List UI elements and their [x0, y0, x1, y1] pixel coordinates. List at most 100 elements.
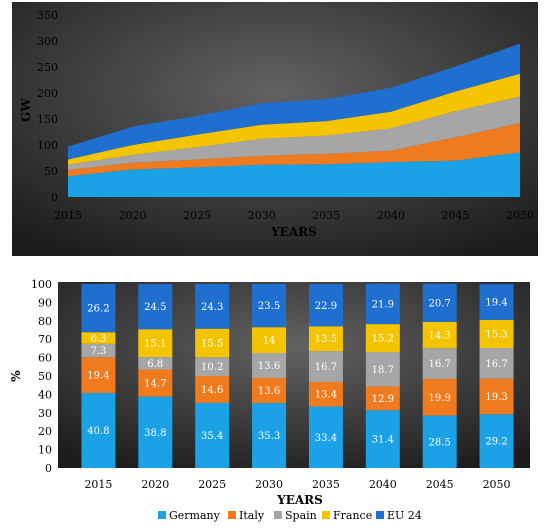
- area-series-italy: [68, 123, 520, 177]
- bar-x-tick-label: 2050: [483, 478, 511, 491]
- bar-data-label: 16.7: [429, 359, 451, 370]
- bar-segment-france: [195, 328, 230, 358]
- area-series-eu-24: [68, 43, 520, 160]
- bar-y-tick-label: 90: [38, 296, 52, 309]
- bar-segment-eu-24: [479, 284, 514, 320]
- legend-label: Italy: [239, 509, 265, 522]
- bar-segment-france: [81, 332, 116, 344]
- bar-x-tick-label: 2020: [141, 478, 169, 491]
- bar-data-label: 28.5: [429, 437, 451, 448]
- bar-segment-italy: [308, 381, 343, 407]
- legend-swatch-eu-24: [376, 511, 384, 519]
- bar-segment-germany: [308, 406, 343, 468]
- bar-data-label: 6.8: [147, 359, 163, 370]
- bar-data-label: 14.3: [429, 331, 451, 342]
- bottom-bar-chart-panel: 40.8 19.4 7.3 6.3 26.2 38.8 14.7 6.8 15.1 24.5 35.…: [0, 268, 550, 530]
- bar-data-label: 26.2: [87, 304, 109, 315]
- bar-y-tick-label: 50: [38, 370, 52, 383]
- bar-segment-germany: [81, 392, 116, 468]
- bar-segment-italy: [81, 357, 116, 393]
- bar-data-label: 18.7: [372, 365, 394, 376]
- bar-segment-eu-24: [81, 284, 116, 333]
- bar-y-tick-label: 30: [38, 407, 52, 420]
- bar-x-tick-label: 2030: [255, 478, 283, 491]
- area-x-tick-label: 2035: [312, 209, 340, 222]
- bar-data-label: 16.7: [485, 359, 507, 370]
- bar-data-label: 13.6: [258, 361, 280, 372]
- bar-segment-germany: [479, 414, 514, 468]
- area-x-tick-label: 2030: [248, 209, 276, 222]
- area-x-axis-title: YEARS: [270, 225, 317, 239]
- bar-x-tick-label: 2025: [198, 478, 226, 491]
- bar-data-label: 14: [263, 336, 276, 347]
- bar-data-label: 29.2: [485, 437, 507, 448]
- bar-data-label: 19.3: [485, 392, 507, 403]
- bar-x-tick-label: 2035: [312, 478, 340, 491]
- legend-label: Germany: [169, 509, 221, 522]
- bar-segment-eu-24: [195, 284, 230, 329]
- bar-data-label: 23.5: [258, 301, 280, 312]
- legend-label: EU 24: [387, 509, 422, 522]
- bar-data-label: 22.9: [315, 301, 337, 312]
- bar-data-label: 19.9: [429, 393, 451, 404]
- bar-y-axis-title: %: [9, 370, 23, 382]
- area-x-tick-label: 2040: [377, 209, 405, 222]
- area-x-tick-label: 2020: [119, 209, 147, 222]
- area-y-axis-title: GW: [19, 98, 33, 122]
- bar-segment-germany: [422, 415, 457, 468]
- bar-segment-france: [138, 329, 173, 358]
- bar-segment-spain: [195, 357, 230, 376]
- bar-segment-france: [479, 319, 514, 349]
- bar-data-label: 35.3: [258, 431, 280, 442]
- bar-x-tick-label: 2040: [369, 478, 397, 491]
- legend-label: Spain: [285, 509, 317, 522]
- legend-swatch-germany: [158, 511, 166, 519]
- bar-segment-italy: [138, 369, 173, 397]
- bar-segment-spain: [365, 352, 400, 387]
- bar-segment-spain: [81, 343, 116, 358]
- bar-data-label: 10.2: [201, 362, 223, 373]
- bar-data-label: 6.3: [90, 334, 106, 345]
- bar-segment-spain: [422, 348, 457, 379]
- bar-data-label: 40.8: [87, 426, 109, 437]
- bar-segment-germany: [365, 410, 400, 468]
- bar-data-label: 13.6: [258, 386, 280, 397]
- area-y-tick-label: 50: [44, 165, 58, 178]
- bar-segment-france: [365, 324, 400, 353]
- bar-data-label: 31.4: [372, 435, 394, 446]
- area-y-tick-label: 350: [37, 9, 58, 22]
- area-x-tick-label: 2045: [441, 209, 469, 222]
- bar-data-label: 7.3: [90, 346, 106, 357]
- bar-segment-eu-24: [308, 284, 343, 327]
- area-y-tick-label: 0: [51, 191, 58, 204]
- bar-segment-eu-24: [138, 284, 173, 330]
- bar-data-label: 14.6: [201, 385, 223, 396]
- bar-y-tick-label: 100: [31, 278, 52, 291]
- bar-y-tick-label: 10: [38, 444, 52, 457]
- bar-segment-france: [308, 326, 343, 352]
- bar-segment-germany: [138, 396, 173, 468]
- bar-segment-germany: [195, 402, 230, 468]
- bar-segment-spain: [479, 348, 514, 379]
- bar-segment-france: [252, 327, 287, 353]
- bar-data-label: 24.3: [201, 302, 223, 313]
- bar-data-label: 15.1: [144, 339, 166, 350]
- bar-data-label: 15.2: [372, 334, 394, 345]
- top-area-chart-panel: 0 50 100 150 200 250 300 350 2015 2020 2025 2030 203…: [0, 0, 550, 258]
- bar-segment-eu-24: [365, 283, 400, 325]
- bar-data-label: 13.4: [315, 390, 337, 401]
- bar-segment-france: [422, 321, 457, 349]
- bar-data-label: 35.4: [201, 431, 223, 442]
- bar-y-tick-label: 0: [45, 462, 52, 475]
- bar-y-tick-label: 80: [38, 315, 52, 328]
- bar-y-tick-label: 70: [38, 333, 52, 346]
- bar-x-axis-title: YEARS: [276, 493, 323, 507]
- area-y-tick-label: 300: [37, 35, 58, 48]
- bar-segment-spain: [308, 351, 343, 382]
- legend: Germany Italy Spain France EU 24: [158, 509, 422, 522]
- bar-data-label: 13.5: [315, 334, 337, 345]
- bar-y-tick-label: 40: [38, 388, 52, 401]
- bar-segment-italy: [422, 378, 457, 416]
- legend-swatch-france: [322, 511, 330, 519]
- bar-segment-spain: [138, 357, 173, 370]
